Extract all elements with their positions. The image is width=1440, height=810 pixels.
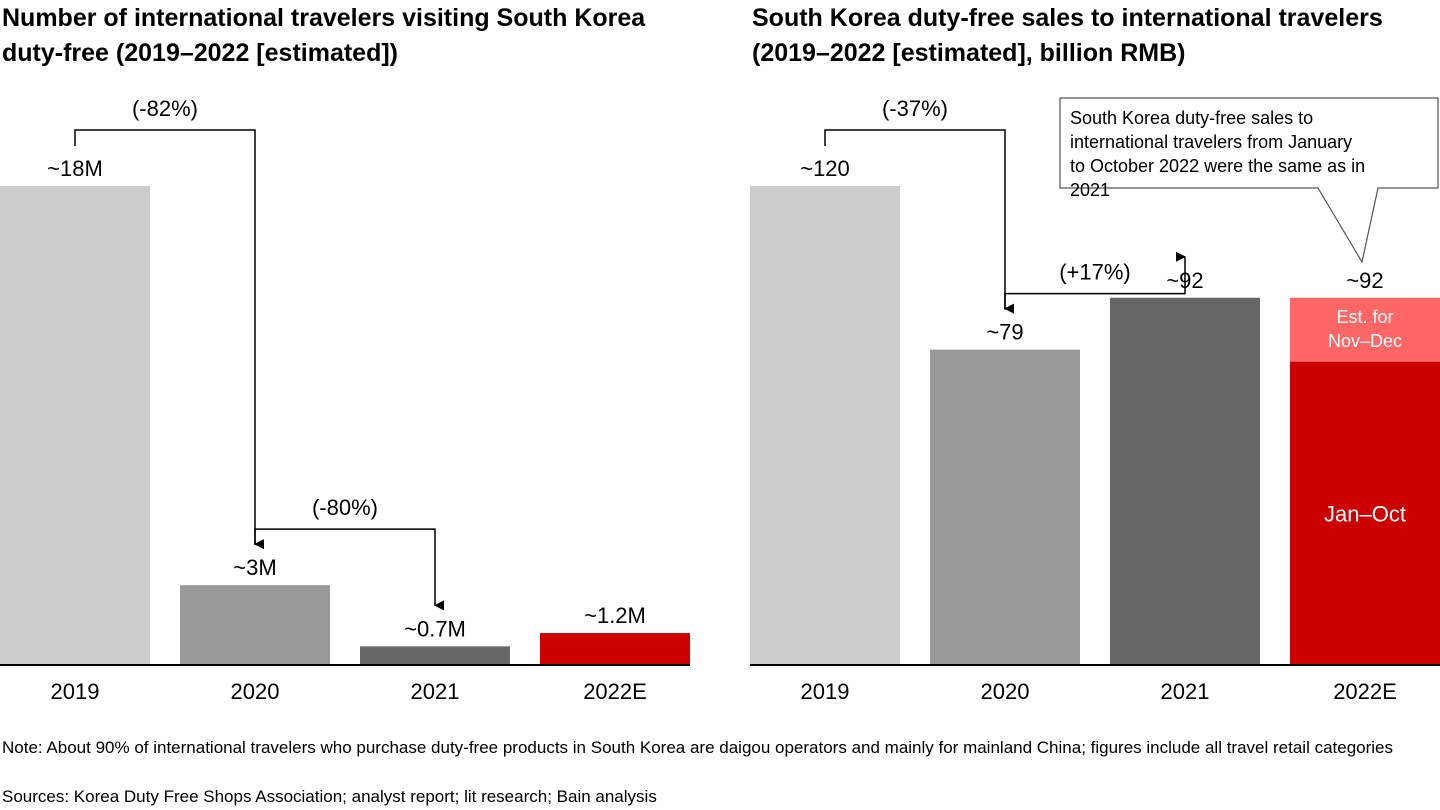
segment-label-jan-oct: Jan–Oct — [1324, 501, 1406, 526]
callout-text-line-4: 2021 — [1070, 180, 1110, 200]
charts-canvas: ~18M 2019 ~3M 2020 ~0.7M 2021 ~1.2M 2022E (-82%)… — [0, 96, 1440, 704]
left-bar-2020 — [180, 585, 330, 665]
right-data-label-2020: ~79 — [986, 320, 1023, 345]
left-change-label-1: (-82%) — [132, 96, 198, 121]
right-change-arrow-1 — [824, 129, 1014, 314]
left-bar-2022E — [540, 633, 690, 665]
right-x-tick-2021: 2021 — [1161, 679, 1210, 704]
right-change-arrow-2 — [1004, 251, 1186, 310]
left-data-label-2022E: ~1.2M — [584, 603, 646, 628]
left-x-tick-2019: 2019 — [51, 679, 100, 704]
segment-label-est-nov-dec-line2: Nov–Dec — [1328, 331, 1402, 351]
callout-text-line-2: international travelers from January — [1070, 132, 1352, 152]
left-change-arrow-1 — [74, 129, 264, 550]
right-data-label-2019: ~120 — [800, 156, 850, 181]
left-x-tick-2022E: 2022E — [583, 679, 647, 704]
right-bar-2022E-segment-2 — [1290, 297, 1440, 362]
left-chart-title: Number of international travelers visiti… — [2, 4, 646, 67]
right-x-tick-2019: 2019 — [801, 679, 850, 704]
footnote: Note: About 90% of international travele… — [2, 738, 1394, 757]
left-bar-2019 — [0, 186, 150, 665]
left-x-tick-2020: 2020 — [231, 679, 280, 704]
right-bar-2020 — [930, 349, 1080, 665]
left-data-label-2021: ~0.7M — [404, 616, 466, 641]
left-data-label-2019: ~18M — [47, 156, 103, 181]
right-chart-title: South Korea duty-free sales to internati… — [752, 4, 1383, 67]
right-x-tick-2020: 2020 — [981, 679, 1030, 704]
callout-box — [1059, 97, 1439, 264]
right-bar-2021 — [1110, 297, 1260, 665]
left-bar-2021 — [360, 646, 510, 665]
callout-text-line-3: to October 2022 were the same as in — [1070, 156, 1365, 176]
left-change-label-2: (-80%) — [312, 495, 378, 520]
left-x-tick-2021: 2021 — [411, 679, 460, 704]
left-data-label-2020: ~3M — [233, 555, 276, 580]
right-bar-2019 — [750, 186, 900, 665]
right-change-label-2: (+17%) — [1059, 260, 1131, 285]
segment-label-est-nov-dec-line1: Est. for — [1336, 307, 1393, 327]
right-bar-2022E-segment-1 — [1290, 361, 1440, 665]
right-data-label-2022E: ~92 — [1346, 268, 1383, 293]
right-x-tick-2022E: 2022E — [1333, 679, 1397, 704]
sources-text: Sources: Korea Duty Free Shops Associati… — [2, 787, 657, 806]
right-change-label-1: (-37%) — [882, 96, 948, 121]
left-change-arrow-2 — [254, 528, 444, 611]
callout-text-line-1: South Korea duty-free sales to — [1070, 108, 1313, 128]
